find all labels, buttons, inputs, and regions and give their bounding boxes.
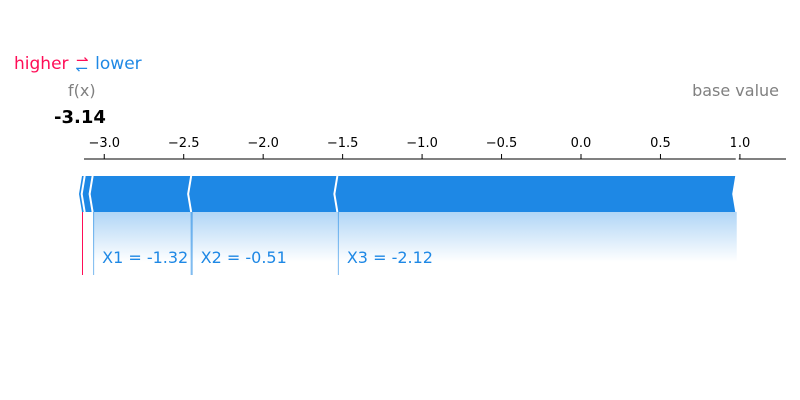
feature-bar — [188, 176, 338, 212]
x-tick-label: −2.0 — [247, 136, 279, 151]
x-axis: −3.0 −2.5 −2.0 −1.5 −1.0 −0.5 0.0 0.5 1.0 — [81, 124, 786, 160]
output-marker — [81, 124, 84, 160]
legend-lower: lower — [95, 54, 142, 74]
fx-label: f(x) — [68, 81, 96, 100]
x-tick-label: −3.0 — [88, 136, 120, 151]
x-tick-label: 1.0 — [730, 136, 751, 151]
x-tick-label: −2.5 — [168, 136, 200, 151]
legend-higher: higher — [14, 54, 69, 74]
x-tick-label: −0.5 — [486, 136, 518, 151]
swap-arrows-icon: ⇀↽ — [75, 51, 89, 77]
feature-bar — [90, 176, 192, 212]
feature-label: X1 = -1.32 — [102, 248, 188, 267]
feature-label: X3 = -2.12 — [347, 248, 433, 267]
x-tick-label: 0.0 — [571, 136, 592, 151]
bar-layer — [79, 175, 738, 213]
feature-separator — [732, 175, 738, 213]
x-tick-label: −1.5 — [327, 136, 359, 151]
feature-separator — [333, 175, 339, 213]
x-tick-label: −1.0 — [406, 136, 438, 151]
feature-fade — [93, 212, 192, 262]
legend: higher ⇀↽ lower — [14, 51, 142, 77]
label-layer: X3 = -2.12 X2 = -0.51 X1 = -1.32 — [82, 212, 737, 275]
base-marker — [735, 124, 739, 160]
feature-bar — [334, 176, 737, 212]
feature-fade — [337, 212, 737, 262]
feature-fade — [191, 212, 338, 262]
feature-separator — [88, 175, 94, 213]
feature-label: X2 = -0.51 — [201, 248, 287, 267]
feature-separator — [187, 175, 193, 213]
fx-value: -3.14 — [54, 107, 106, 128]
x-tick-label: 0.5 — [650, 136, 671, 151]
base-value-label: base value — [692, 81, 779, 100]
feature-separator — [80, 175, 86, 213]
